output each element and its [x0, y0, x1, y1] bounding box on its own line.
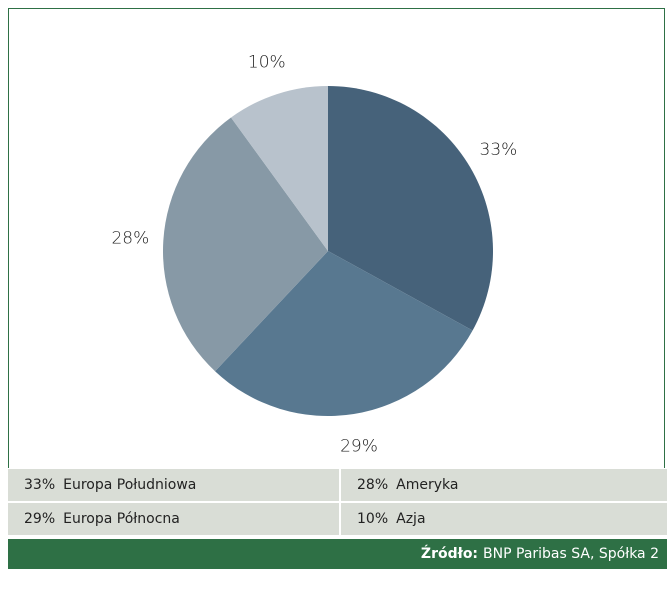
chart-frame [8, 8, 665, 468]
legend-row: 29% Europa Północna 10% Azja [8, 503, 667, 535]
legend-row: 33% Europa Południowa 28% Ameryka [8, 469, 667, 501]
pie-slice [231, 86, 328, 251]
legend-label: Azja [396, 511, 426, 527]
legend-value: 29% [24, 511, 56, 527]
pie-slice [162, 117, 328, 372]
legend-item: 33% Europa Południowa [8, 469, 339, 501]
source-bar: Źródło: BNP Paribas SA, Spółka 2 [8, 539, 667, 569]
data-label: 28% [111, 229, 149, 249]
legend: 33% Europa Południowa 28% Ameryka 29% Europ… [8, 469, 667, 537]
source-text: BNP Paribas SA, Spółka 2 [483, 546, 659, 562]
data-label: 29% [340, 437, 378, 457]
legend-item: 29% Europa Północna [8, 503, 339, 535]
chart: 33% 29% 28% 10% [111, 53, 518, 457]
source-label: Źródło: [420, 546, 479, 562]
data-label: 10% [248, 53, 286, 73]
pie-slice [328, 86, 493, 331]
legend-value: 28% [357, 477, 389, 493]
legend-item: 28% Ameryka [341, 469, 667, 501]
data-label: 33% [480, 140, 518, 160]
legend-label: Ameryka [396, 477, 459, 493]
pie-slice [215, 251, 473, 416]
legend-label: Europa Północna [63, 511, 180, 527]
legend-value: 10% [357, 511, 389, 527]
legend-label: Europa Południowa [63, 477, 197, 493]
legend-value: 33% [24, 477, 56, 493]
legend-item: 10% Azja [341, 503, 667, 535]
